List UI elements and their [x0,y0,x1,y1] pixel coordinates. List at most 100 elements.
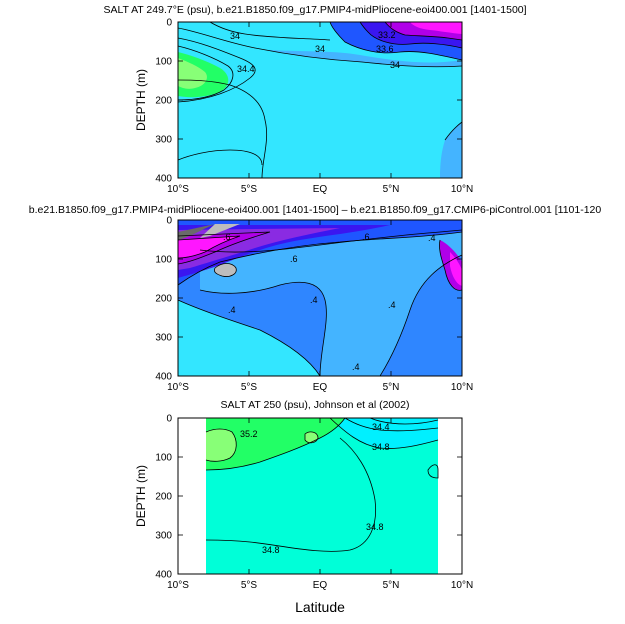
panel-2-contour-label: .4 [352,362,360,372]
panel-2-contour [199,229,463,253]
panel-1-contour-label: 33.6 [376,44,394,54]
x-tick-label: 5°N [383,382,400,393]
panel-2: b.e21.B1850.f09_g17.PMIP4-midPliocene-eo… [29,204,602,393]
panel-2-contour-label: .4 [428,233,436,243]
panel-1-contour [209,21,331,41]
y-tick-label: 100 [155,57,172,68]
x-tick-label: 10°N [451,580,473,591]
panel-1-salinity-max-inner [178,58,207,89]
panel-3-contour-label: 35.2 [240,429,258,439]
panel-3: SALT AT 250 (psu), Johnson et al (2002) … [134,399,473,615]
panel-3-salinity-small-core [305,431,318,443]
panel-2-contour [439,239,463,291]
panel-2-contour [177,299,321,377]
panel-3-axes: 10°S 5°S EQ 5°N 10°N 0 100 200 300 400 [155,414,473,592]
y-tick-label: 200 [155,294,172,305]
x-tick-label: EQ [313,382,328,393]
y-tick-label: 100 [155,453,172,464]
panel-3-salinity-max-core [206,429,237,462]
panel-3-contour [427,464,439,479]
x-tick-label: 10°S [167,184,189,195]
panel-1-contour [444,121,463,141]
y-tick-label: 0 [166,216,172,227]
panel-2-contour-label: .4 [310,295,318,305]
panel-3-contour [205,428,237,462]
panel-3-contour-label: 34.8 [366,522,384,532]
panel-3-contour [304,431,319,444]
panel-3-contour-label: 34.8 [262,545,280,555]
x-tick-label: 5°S [241,580,258,591]
y-tick-label: 300 [155,135,172,146]
panel-3-ylabel: DEPTH (m) [134,465,148,527]
panel-2-contour-label: .4 [388,300,396,310]
x-tick-label: 5°S [241,184,258,195]
x-tick-label: 10°S [167,580,189,591]
y-tick-label: 400 [155,372,172,383]
x-tick-label: EQ [313,580,328,591]
panel-2-contours [177,229,463,377]
panel-1-contours [177,21,463,179]
panel-1-deep-right [440,122,462,178]
panel-1-axes: 10°S 5°S EQ 5°N 10°N 0 100 200 300 400 [155,18,473,196]
x-tick-label: EQ [313,184,328,195]
y-tick-label: 400 [155,570,172,581]
panel-3-contours [205,417,439,552]
panel-1-plot: 34 34.4 34 33.6 33.2 34 [177,21,463,179]
panel-2-contour [177,235,241,259]
panel-3-plot: 35.2 34.4 34.8 34.8 34.8 [177,417,463,575]
panel-1-contour-label: 34 [315,44,325,54]
panel-3-title: SALT AT 250 (psu), Johnson et al (2002) [221,399,410,411]
x-tick-label: 5°N [383,580,400,591]
panel-2-upper-band-darkgray [178,224,215,240]
panel-1-title: SALT AT 249.7°E (psu), b.e21.B1850.f09_g… [103,4,526,16]
panel-2-mid-field [200,230,462,376]
panel-1-contour-label: 34 [230,31,240,41]
panel-1-contour [384,21,463,41]
panel-2-plot: .6 .6 .6 .4 .4 .4 .4 .4 [177,219,463,377]
panel-3-contour [369,417,439,425]
panel-1-contour [177,37,256,103]
x-tick-label: 5°N [383,184,400,195]
panel-1-contour [177,45,234,101]
panel-1-fresh-core-magenta [410,22,462,34]
y-tick-label: 100 [155,255,172,266]
panel-2-contour [199,281,327,377]
panel-2-contour-label: .4 [228,305,236,315]
panel-1-lower-field [178,80,267,178]
panel-2-upper-band-magenta [178,236,240,258]
panel-1-main-field [178,28,462,178]
x-tick-label: 10°N [451,184,473,195]
panel-2-contour-label: .6 [362,232,370,242]
y-tick-label: 0 [166,414,172,425]
panel-2-contour-label: .6 [223,232,231,242]
x-tick-label: 10°N [451,382,473,393]
x-tick-label: 10°S [167,382,189,393]
panel-2-gray-blob [214,263,237,277]
panel-2-title: b.e21.B1850.f09_g17.PMIP4-midPliocene-eo… [29,204,602,216]
x-axis-label: Latitude [295,599,345,615]
panel-1-contour-labels: 34 34.4 34 33.6 33.2 34 [230,30,400,74]
x-tick-label: 5°S [241,382,258,393]
y-tick-label: 200 [155,492,172,503]
panel-1-contour-label: 33.2 [378,30,396,40]
panel-2-right-magenta [450,252,462,286]
y-tick-label: 300 [155,531,172,542]
panel-2-contour-labels: .6 .6 .6 .4 .4 .4 .4 .4 [223,232,436,372]
panel-3-contour-label: 34.4 [372,422,390,432]
panel-3-contour-labels: 35.2 34.4 34.8 34.8 34.8 [240,422,390,555]
panel-2-contour [177,231,463,286]
panel-3-contour [329,417,439,449]
panel-1-contour [177,79,268,179]
y-tick-label: 0 [166,18,172,29]
panel-2-contour [177,231,271,265]
panel-3-fresh-cap [330,418,438,449]
panel-1-contour-label: 34 [390,60,400,70]
panel-3-contour [344,417,439,432]
panel-3-contour-label: 34.8 [372,442,390,452]
panel-1-contour-label: 34.4 [237,64,255,74]
y-tick-label: 200 [155,96,172,107]
panel-1: SALT AT 249.7°E (psu), b.e21.B1850.f09_g… [103,4,526,195]
panel-3-contour [205,417,346,471]
panel-2-axes: 10°S 5°S EQ 5°N 10°N 0 100 200 300 400 [155,216,473,394]
